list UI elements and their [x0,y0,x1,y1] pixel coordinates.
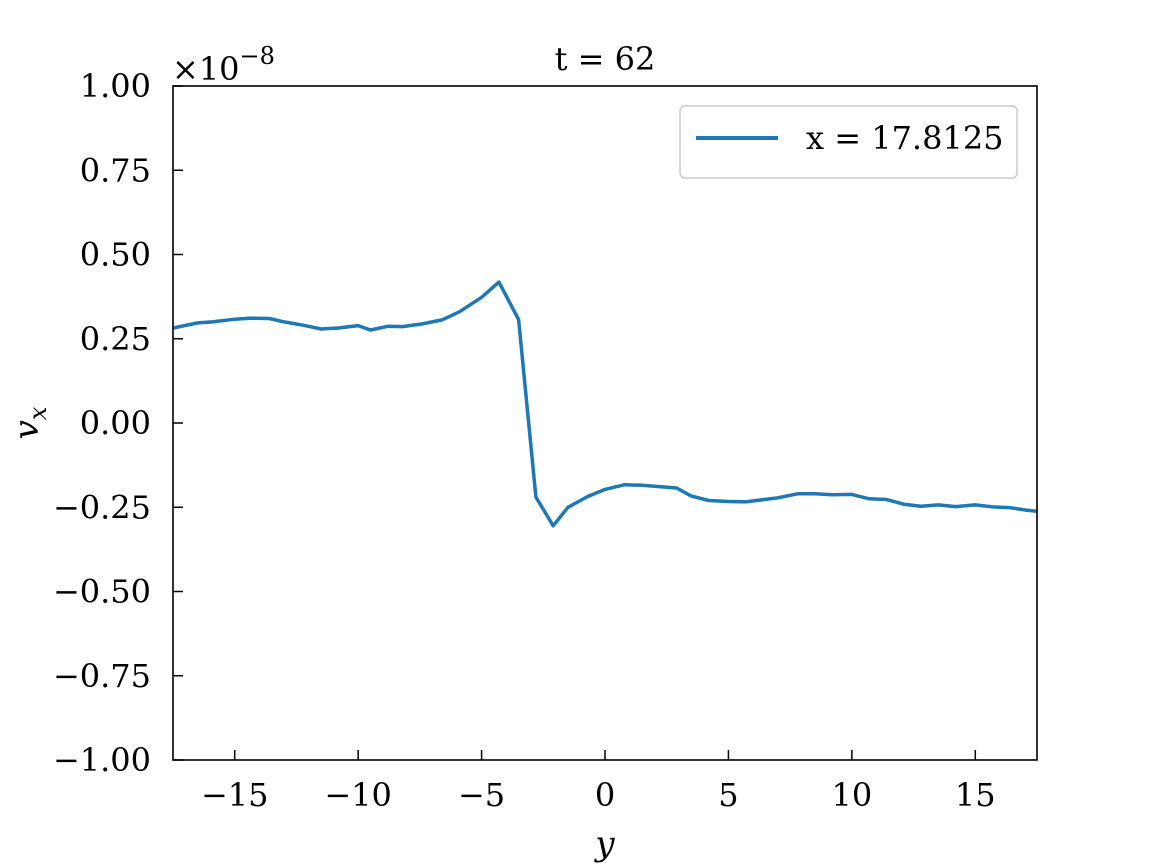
y-tick-label: 0.75 [80,151,151,189]
ticks-layer: −15 −10 −5 0 5 10 15 1.00 0.75 0.50 0.25 0.00 −0.25 −… [53,67,996,814]
y-tick-label: −1.00 [53,741,151,779]
x-tick-label: −10 [324,776,392,814]
legend: x = 17.8125 [679,105,1018,179]
y-multiplier-exponent: −8 [240,42,275,70]
x-tick-label: −15 [201,776,269,814]
series-layer [173,280,1037,528]
y-tick-label: −0.50 [53,573,151,611]
x-tick-label: 5 [718,776,738,814]
x-tick-label: 0 [595,776,615,814]
y-axis-label: vx [7,406,52,439]
y-tick-label: 0.00 [80,404,151,442]
legend-label: x = 17.8125 [806,119,1004,157]
y-tick-label: 0.25 [80,320,151,358]
y-tick-label: 1.00 [80,67,151,105]
x-tick-label: 15 [955,776,996,814]
series-line-0 [173,280,1037,528]
y-axis-label-subscript: x [24,406,52,420]
x-tick-label: 10 [831,776,872,814]
y-multiplier: ×10−8 [172,42,275,88]
chart-title: t = 62 [555,40,656,78]
y-tick-label: −0.25 [53,488,151,526]
y-tick-label: 0.50 [80,236,151,274]
y-tick-label: −0.75 [53,657,151,695]
plot-frame [172,85,1038,761]
legend-box [679,105,1018,179]
y-multiplier-base: ×10 [172,50,240,88]
y-axis-label-main: v [7,420,47,439]
x-tick-label: −5 [458,776,505,814]
x-axis-label: y [593,824,615,864]
